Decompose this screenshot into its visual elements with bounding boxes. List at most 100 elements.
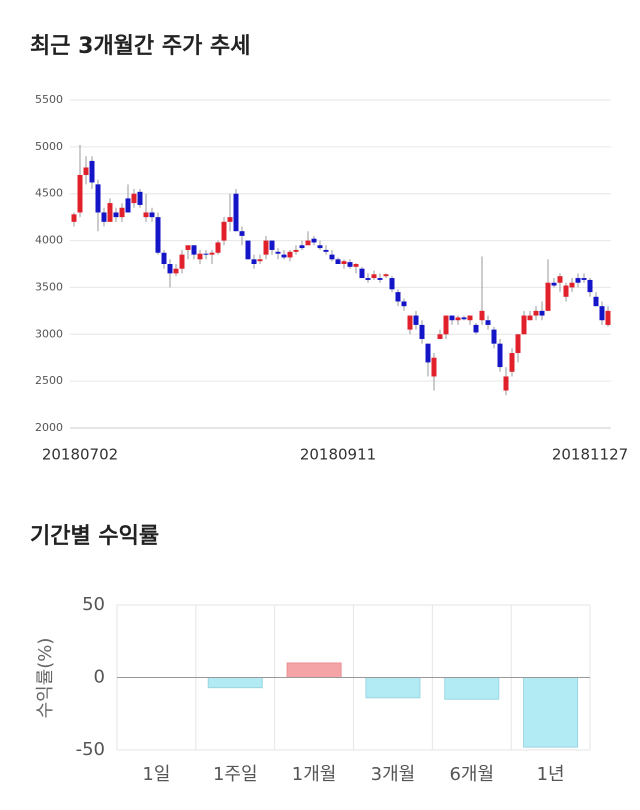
candle-body: [575, 278, 581, 283]
candle-body: [83, 167, 89, 175]
chart-title: 최근 3개월간 주가 추세: [30, 34, 250, 59]
candle-body: [593, 296, 599, 307]
candle-body: [365, 278, 371, 280]
candle-body: [293, 249, 299, 252]
candle-body: [215, 242, 221, 253]
candle-body: [371, 274, 377, 279]
candle-body: [257, 259, 263, 262]
candle-body: [143, 212, 149, 218]
candle-body: [269, 240, 275, 250]
candle-body: [167, 264, 173, 274]
candle-body: [341, 261, 347, 264]
chart-title: 기간별 수익률: [30, 524, 159, 549]
candle-body: [449, 315, 455, 321]
candle-body: [107, 203, 113, 222]
y-tick-label: 50: [82, 594, 105, 615]
candle-body: [191, 245, 197, 255]
candle-body: [383, 274, 389, 277]
candle-body: [71, 214, 77, 222]
y-tick-label: 4500: [35, 187, 63, 200]
candle-body: [353, 264, 359, 267]
candle-body: [521, 315, 527, 335]
candle-body: [515, 334, 521, 354]
candle-body: [527, 315, 533, 321]
candle-body: [467, 315, 473, 321]
candle-body: [599, 306, 605, 321]
candle-body: [137, 191, 143, 205]
candle-body: [227, 217, 233, 222]
candle-body: [185, 245, 191, 250]
bar: [365, 677, 421, 699]
candle-body: [125, 198, 131, 213]
candle-body: [545, 282, 551, 311]
candle-body: [419, 324, 425, 339]
candle-body: [587, 279, 593, 293]
x-tick-label: 1년: [537, 764, 565, 785]
x-tick-label: 20180911: [300, 446, 376, 464]
x-tick-label: 1일: [142, 764, 170, 785]
y-tick-label: 5000: [35, 140, 63, 153]
candle-body: [497, 343, 503, 368]
candle-body: [563, 285, 569, 297]
candle-body: [539, 310, 545, 316]
candle-body: [251, 259, 257, 264]
candle-body: [479, 310, 485, 321]
candle-body: [557, 276, 563, 283]
y-tick-label: 2500: [35, 374, 63, 387]
x-tick-label: 20180702: [42, 446, 118, 464]
candle-body: [209, 252, 215, 255]
candle-body: [569, 282, 575, 288]
candle-body: [221, 221, 227, 241]
candle-body: [389, 278, 395, 290]
y-tick-label: 3000: [35, 327, 63, 340]
candle-body: [149, 212, 155, 218]
candle-body: [323, 249, 329, 252]
bar: [523, 677, 579, 748]
candle-body: [311, 238, 317, 243]
candle-body: [335, 259, 341, 264]
candle-body: [239, 231, 245, 236]
candle-body: [377, 278, 383, 280]
candle-body: [131, 193, 137, 204]
candle-body: [401, 301, 407, 307]
candle-body: [551, 282, 557, 286]
candle-body: [491, 329, 497, 344]
candle-body: [473, 324, 479, 333]
candle-body: [431, 357, 437, 377]
candle-body: [173, 268, 179, 274]
candle-body: [77, 174, 83, 213]
y-tick-label: -50: [76, 739, 105, 760]
candle-body: [281, 254, 287, 258]
candle-body: [89, 160, 95, 183]
candle-body: [113, 212, 119, 218]
candle-body: [347, 262, 353, 267]
y-tick-label: 2000: [35, 421, 63, 434]
candle-body: [407, 315, 413, 330]
candle-body: [581, 278, 587, 280]
bar: [207, 677, 263, 689]
candle-body: [275, 251, 281, 254]
x-tick-label: 3개월: [371, 764, 416, 785]
candle-body: [287, 251, 293, 258]
candle-body: [509, 353, 515, 372]
candle-body: [203, 253, 209, 255]
candle-body: [359, 268, 365, 279]
candle-body: [245, 240, 251, 260]
candle-body: [503, 376, 509, 391]
bar: [286, 662, 342, 678]
candle-body: [305, 240, 311, 246]
y-tick-label: 4000: [35, 234, 63, 247]
candle-body: [233, 193, 239, 232]
bar: [444, 677, 500, 700]
candle-body: [101, 212, 107, 222]
candle-body: [119, 207, 125, 218]
y-tick-label: 3500: [35, 280, 63, 293]
x-tick-label: 1개월: [292, 764, 337, 785]
candle-body: [395, 292, 401, 302]
candle-body: [317, 245, 323, 249]
candle-body: [461, 317, 467, 320]
candle-body: [437, 334, 443, 339]
y-tick-label: 0: [94, 667, 105, 688]
candle-body: [197, 253, 203, 260]
